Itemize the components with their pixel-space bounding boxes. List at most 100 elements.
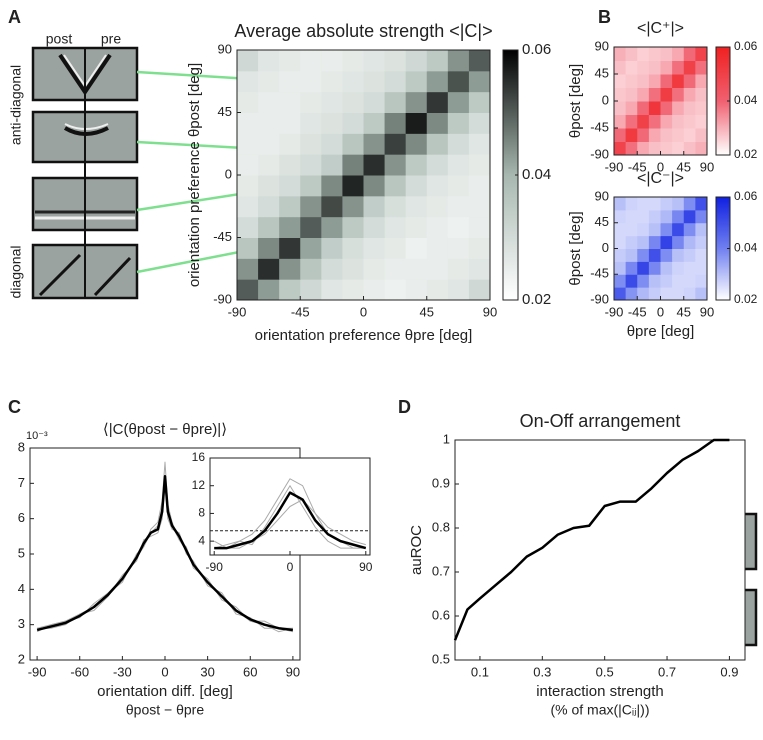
- heatmap-cell: [695, 248, 708, 262]
- heatmap-cell: [279, 258, 301, 280]
- heatmap-cell: [321, 279, 343, 301]
- heatmap-cell: [648, 248, 661, 262]
- heatmap-cell: [258, 133, 280, 155]
- heatmap-cell: [683, 197, 696, 211]
- colorbar-tick-label: 0.04: [734, 93, 758, 107]
- heatmap-cell: [300, 258, 322, 280]
- heatmap-cell: [237, 216, 259, 238]
- line-series: [214, 491, 367, 550]
- heatmap-cell: [321, 175, 343, 197]
- heatmap-cell: [426, 279, 449, 301]
- heatmap-cell: [321, 70, 343, 93]
- heatmap-cell: [672, 248, 685, 262]
- x-tick-label: 0: [657, 304, 664, 319]
- heatmap-cell: [648, 60, 661, 75]
- heatmap-cell: [625, 209, 638, 224]
- y-tick-label: -45: [590, 119, 609, 134]
- heatmap-cell: [468, 133, 491, 155]
- y-tick-label: 45: [595, 214, 609, 229]
- heatmap-cell: [279, 133, 301, 155]
- group-label: diagonal: [8, 246, 24, 299]
- heatmap-cell: [258, 175, 280, 197]
- heatmap-cell: [468, 175, 491, 197]
- heatmap-cell: [300, 175, 322, 197]
- x-tick-label: 0: [360, 304, 367, 319]
- heatmap-cell: [660, 248, 673, 262]
- heatmap-cell: [279, 50, 301, 72]
- heatmap-cell: [258, 91, 280, 113]
- heatmap-cell: [384, 50, 407, 72]
- heatmap-cell: [258, 237, 280, 259]
- heatmap-cell: [637, 287, 650, 301]
- heatmap-cell: [648, 74, 661, 88]
- heatmap-cell: [614, 248, 627, 262]
- colorbar-tick-label: 0.02: [734, 147, 758, 161]
- heatmap-cell: [637, 274, 650, 288]
- heatmap-cell: [405, 133, 428, 155]
- heatmap-cell: [300, 70, 322, 93]
- heatmap-cell: [648, 114, 661, 129]
- filter-thumbnails: [31, 46, 139, 300]
- heatmap-cell: [447, 195, 470, 218]
- heatmap-cell: [625, 274, 638, 288]
- heatmap-cell: [342, 258, 364, 280]
- heatmap-cell: [426, 112, 449, 134]
- heatmap-cell: [625, 128, 638, 142]
- heatmap-cell: [258, 50, 280, 72]
- x-tick-label: 90: [700, 304, 714, 319]
- heatmap-cell: [363, 175, 386, 197]
- y-multiplier: 10⁻³: [26, 430, 48, 442]
- heatmap-cell: [625, 141, 638, 156]
- heatmap-cell: [614, 128, 627, 142]
- heatmap-cell: [683, 60, 696, 75]
- heatmap-cell: [321, 216, 343, 238]
- heatmap-cell: [660, 274, 673, 288]
- heatmap-cell: [405, 195, 428, 218]
- heatmap-cell: [614, 235, 627, 249]
- heatmap-cell: [258, 216, 280, 238]
- heatmap-cell: [625, 287, 638, 301]
- heatmap-cell: [672, 222, 685, 237]
- heatmap-cell: [384, 91, 407, 113]
- x-tick-label: -90: [605, 304, 624, 319]
- heatmap-cell: [695, 114, 708, 129]
- heatmap-cell: [672, 60, 685, 75]
- heatmap-cell: [279, 237, 301, 259]
- heatmap-cell: [660, 60, 673, 75]
- x-tick-label: -45: [291, 304, 310, 319]
- colorbar-tick-label: 0.06: [522, 41, 551, 58]
- heatmap-cell: [405, 112, 428, 134]
- heatmap-cell: [363, 133, 386, 155]
- x-tick-label: 60: [243, 664, 257, 679]
- y-tick-label: 0: [602, 92, 609, 107]
- heatmap-cell: [672, 274, 685, 288]
- heatmap-cell: [468, 237, 491, 259]
- y-tick-label: 7: [18, 475, 25, 490]
- heatmap-cell: [637, 235, 650, 249]
- heatmap-cell: [648, 209, 661, 224]
- heatmap-cell: [384, 70, 407, 93]
- heatmap-cell: [695, 128, 708, 142]
- heatmap-cell: [683, 274, 696, 288]
- heatmap-cell: [637, 248, 650, 262]
- heatmap-cell: [447, 175, 470, 197]
- heatmap-cell: [300, 50, 322, 72]
- y-tick-label: 90: [595, 38, 609, 53]
- heatmap-cell: [426, 50, 449, 72]
- heatmap-cell: [363, 195, 386, 218]
- heatmap-cell: [447, 216, 470, 238]
- heatmap-cell: [614, 114, 627, 129]
- x-tick-label: 30: [200, 664, 214, 679]
- heatmap-cell: [279, 154, 301, 176]
- heatmap-cell: [405, 70, 428, 93]
- heatmap-cell: [405, 258, 428, 280]
- heatmap-cell: [426, 70, 449, 93]
- heatmap-cell: [648, 47, 661, 61]
- heatmap-cell: [279, 70, 301, 93]
- x-tick-label: -90: [228, 304, 247, 319]
- y-tick-label: 12: [192, 478, 206, 492]
- heatmap-cell: [237, 279, 259, 301]
- heatmap-cell: [660, 235, 673, 249]
- heatmap-cell: [426, 195, 449, 218]
- heatmap-cell: [637, 209, 650, 224]
